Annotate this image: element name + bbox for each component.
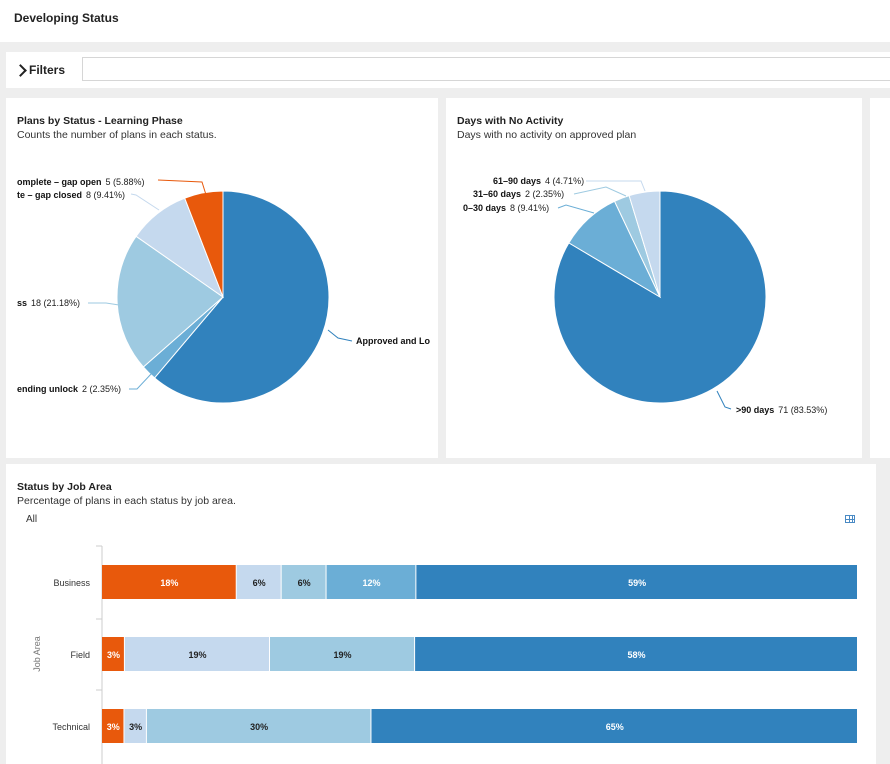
category-label: Technical xyxy=(52,722,90,732)
bar-value-label: 65% xyxy=(606,722,624,732)
card-subtitle: Percentage of plans in each status by jo… xyxy=(17,495,236,507)
slice-label: omplete – gap open 5 (5.88%) xyxy=(17,177,145,187)
slice-label: ending unlock 2 (2.35%) xyxy=(17,384,121,394)
slice-label: 0–30 days 8 (9.41%) xyxy=(463,203,549,213)
slice-label: >90 days 71 (83.53%) xyxy=(736,405,827,415)
bar-value-label: 58% xyxy=(628,650,646,660)
title-bar: Developing Status xyxy=(0,0,890,42)
bar-segment[interactable] xyxy=(102,709,124,743)
leader-line xyxy=(573,186,627,197)
y-axis-label: Job Area xyxy=(32,636,42,672)
bar-value-label: 3% xyxy=(129,722,142,732)
bar-segment[interactable] xyxy=(146,709,371,743)
pie-slice[interactable] xyxy=(153,190,330,404)
leader-line xyxy=(716,390,732,410)
leader-line xyxy=(557,204,595,214)
days-pie-chart: 61–90 days 4 (4.71%) 31–60 days 2 (2.35%) … xyxy=(463,176,827,415)
bar-value-label: 18% xyxy=(160,578,178,588)
bar-segment[interactable] xyxy=(236,565,281,599)
card-title: Status by Job Area xyxy=(17,481,112,493)
bar-value-label: 59% xyxy=(628,578,646,588)
bar-segment[interactable] xyxy=(416,565,857,599)
bar-value-label: 30% xyxy=(250,722,268,732)
category-label: Business xyxy=(53,578,90,588)
bar-segment[interactable] xyxy=(371,709,857,743)
slice-label: Approved and Lo xyxy=(356,336,431,346)
card-subtitle: Days with no activity on approved plan xyxy=(457,129,637,141)
bar-segment[interactable] xyxy=(415,637,857,671)
bar-segment[interactable] xyxy=(124,637,269,671)
bar-value-label: 19% xyxy=(188,650,206,660)
card-title: Plans by Status - Learning Phase xyxy=(17,115,183,127)
slice-label: te – gap closed 8 (9.41%) xyxy=(17,190,125,200)
days-no-activity-card: Days with No Activity Days with no activ… xyxy=(446,98,862,458)
bar-segment[interactable] xyxy=(270,637,415,671)
filter-value[interactable]: All xyxy=(26,514,38,525)
leader-line xyxy=(327,329,353,342)
category-label: Field xyxy=(70,650,90,660)
bar-segment[interactable] xyxy=(124,709,146,743)
bar-value-label: 6% xyxy=(253,578,266,588)
pie-slice[interactable] xyxy=(116,235,224,368)
leader-line xyxy=(88,302,120,306)
plans-pie-chart: omplete – gap open 5 (5.88%) te – gap clo… xyxy=(17,177,431,404)
status-by-job-area-card: Status by Job Area Percentage of plans i… xyxy=(6,464,876,764)
bar-value-label: 3% xyxy=(107,722,120,732)
leader-line xyxy=(129,372,153,390)
bar-segment[interactable] xyxy=(102,565,236,599)
bar-value-label: 12% xyxy=(362,578,380,588)
leader-line xyxy=(130,193,160,211)
leader-line xyxy=(157,179,208,199)
bar-segment[interactable] xyxy=(326,565,416,599)
chevron-right-icon xyxy=(14,63,27,77)
slice-label: ss 18 (21.18%) xyxy=(17,298,80,308)
page-title: Developing Status xyxy=(14,11,119,25)
table-view-icon[interactable] xyxy=(845,515,855,523)
leader-line xyxy=(586,180,646,192)
slice-label: 61–90 days 4 (4.71%) xyxy=(493,176,584,186)
slice-label: 31–60 days 2 (2.35%) xyxy=(473,189,564,199)
bar-segment[interactable] xyxy=(281,565,326,599)
job-area-bar-chart: Job Area Business 18% 6% 6% 12% 59% Field 3% 19%… xyxy=(32,545,857,764)
card-subtitle: Counts the number of plans in each statu… xyxy=(17,129,217,141)
filters-toggle[interactable]: Filters xyxy=(6,52,72,88)
bar-value-label: 3% xyxy=(107,650,120,660)
pie-slice[interactable] xyxy=(628,190,661,298)
filters-input[interactable] xyxy=(82,57,890,81)
pie-slice[interactable] xyxy=(184,190,224,298)
bar-segment[interactable] xyxy=(102,637,124,671)
plans-by-status-card: Plans by Status - Learning Phase Counts … xyxy=(6,98,438,458)
filters-bar: Filters xyxy=(6,52,890,88)
panel-edge xyxy=(870,98,890,458)
filters-label: Filters xyxy=(29,63,66,77)
bar-value-label: 6% xyxy=(298,578,311,588)
card-title: Days with No Activity xyxy=(457,115,564,127)
bar-value-label: 19% xyxy=(334,650,352,660)
